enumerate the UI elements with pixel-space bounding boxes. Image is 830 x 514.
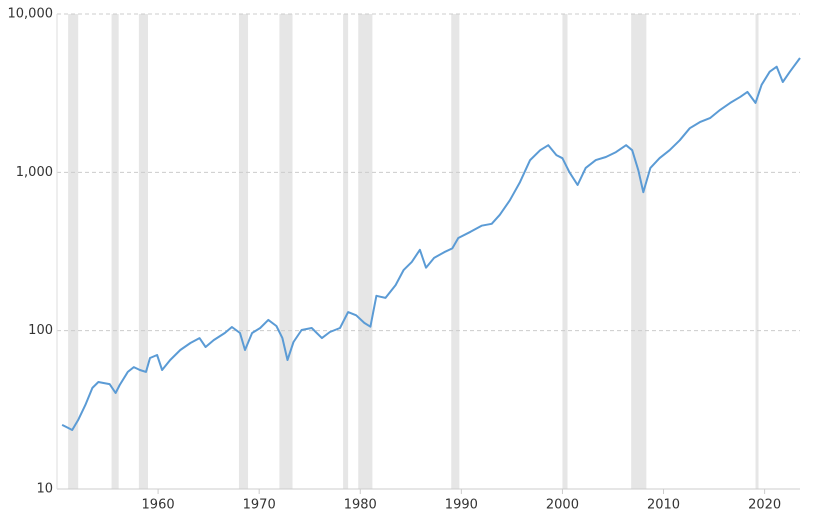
x-tick-label: 1960 bbox=[142, 498, 175, 513]
recession-band bbox=[279, 14, 293, 489]
recession-band bbox=[562, 14, 568, 489]
recession-band bbox=[358, 14, 373, 489]
x-tick-label: 1980 bbox=[344, 498, 377, 513]
recession-band bbox=[631, 14, 647, 489]
recession-band bbox=[451, 14, 460, 489]
recession-band bbox=[138, 14, 148, 489]
recession-band bbox=[68, 14, 79, 489]
y-tick-label: 10 bbox=[36, 482, 53, 497]
y-tick-label: 100 bbox=[28, 323, 53, 338]
y-tick-label: 10,000 bbox=[8, 7, 54, 22]
x-tick-label: 1970 bbox=[243, 498, 276, 513]
x-tick-label: 2020 bbox=[748, 498, 781, 513]
recession-band bbox=[111, 14, 119, 489]
recession-band bbox=[238, 14, 249, 489]
x-tick-label: 1990 bbox=[445, 498, 478, 513]
data-line bbox=[61, 57, 801, 431]
recession-band bbox=[755, 14, 759, 489]
y-tick-label: 1,000 bbox=[16, 165, 53, 180]
x-tick-label: 2010 bbox=[647, 498, 680, 513]
x-tick-label: 2000 bbox=[546, 498, 579, 513]
recession-band bbox=[343, 14, 349, 489]
